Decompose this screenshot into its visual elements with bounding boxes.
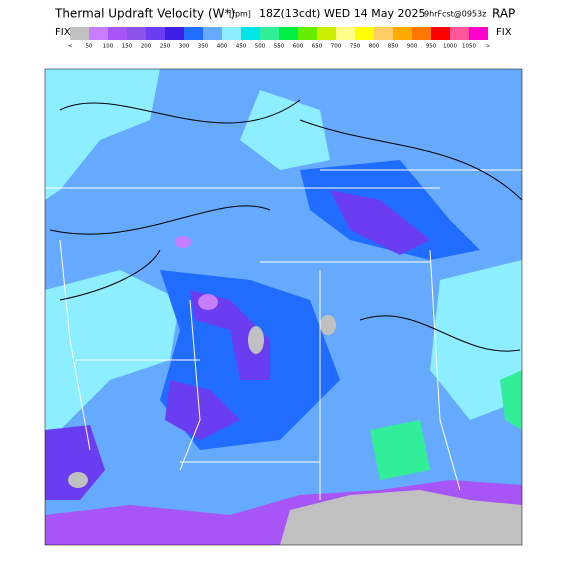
colorbar-swatch bbox=[222, 27, 241, 40]
colorbar-label: 750 bbox=[350, 44, 361, 50]
colorbar-label: 650 bbox=[312, 44, 323, 50]
colorbar-label: < bbox=[68, 44, 73, 50]
colorbar-swatch bbox=[317, 27, 336, 40]
colorbar-label: 150 bbox=[122, 44, 133, 50]
colorbar-swatch bbox=[393, 27, 412, 40]
colorbar-swatch bbox=[336, 27, 355, 40]
colorbar-swatch bbox=[450, 27, 469, 40]
colorbar-swatch bbox=[184, 27, 203, 40]
valid-time: 18Z(13cdt) WED 14 May 2025 bbox=[259, 7, 425, 20]
colorbar-label: 700 bbox=[331, 44, 342, 50]
model: RAP bbox=[492, 7, 515, 21]
colorbar-label: 100 bbox=[103, 44, 114, 50]
colorbar-label: 300 bbox=[179, 44, 190, 50]
colorbar-swatch bbox=[431, 27, 450, 40]
colorbar-label: 550 bbox=[274, 44, 285, 50]
colorbar-swatch bbox=[146, 27, 165, 40]
colorbar-label: 250 bbox=[160, 44, 171, 50]
colorbar-swatch bbox=[70, 27, 89, 40]
colorbar-label: 400 bbox=[217, 44, 228, 50]
colorbar-label: > bbox=[486, 44, 491, 50]
forecast: 9hrFcst@0953z bbox=[424, 10, 486, 19]
colorbar-swatch bbox=[412, 27, 431, 40]
colorbar-label: 350 bbox=[198, 44, 209, 50]
colorbar-label: 900 bbox=[407, 44, 418, 50]
colorbar-swatch bbox=[298, 27, 317, 40]
colorbar-label: 450 bbox=[236, 44, 247, 50]
colorbar-swatch bbox=[89, 27, 108, 40]
colorbar-swatch bbox=[165, 27, 184, 40]
colorbar-label: 800 bbox=[369, 44, 380, 50]
colorbar-swatch bbox=[108, 27, 127, 40]
colorbar-swatch bbox=[241, 27, 260, 40]
units: [fpm] bbox=[229, 10, 251, 19]
colorbar-label: 50 bbox=[86, 44, 93, 50]
colorbar-swatch bbox=[127, 27, 146, 40]
colorbar-label: 850 bbox=[388, 44, 399, 50]
colorbar-label: 500 bbox=[255, 44, 266, 50]
colorbar-swatch bbox=[374, 27, 393, 40]
fix-left: FIX bbox=[55, 27, 71, 38]
colorbar-label: 200 bbox=[141, 44, 152, 50]
colorbar: <50 100 150 200 250 300 350 400 450 500 550 600 650 7… bbox=[68, 27, 491, 50]
colorbar-label: 950 bbox=[426, 44, 437, 50]
colorbar-swatch bbox=[469, 27, 488, 40]
colorbar-label: 600 bbox=[293, 44, 304, 50]
fix-right: FIX bbox=[496, 27, 512, 38]
colorbar-swatch bbox=[260, 27, 279, 40]
colorbar-swatch bbox=[355, 27, 374, 40]
map bbox=[44, 68, 523, 546]
colorbar-swatch bbox=[279, 27, 298, 40]
colorbar-swatch bbox=[203, 27, 222, 40]
title: Thermal Updraft Velocity (W*) bbox=[54, 7, 235, 21]
colorbar-label: 1050 bbox=[462, 44, 476, 50]
colorbar-label: 1000 bbox=[443, 44, 457, 50]
